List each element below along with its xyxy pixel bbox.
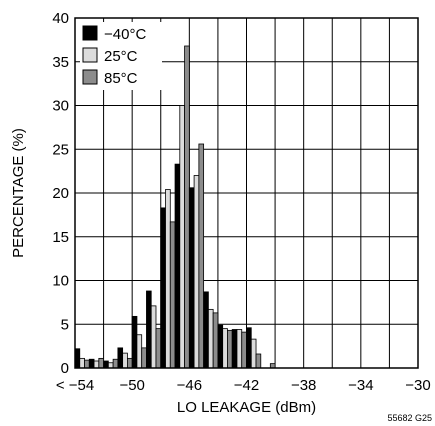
bar (179, 105, 185, 369)
bar (169, 221, 176, 369)
x-axis-title: LO LEAKAGE (dBm) (177, 399, 316, 416)
y-tick-label: 5 (61, 316, 69, 333)
bar (93, 360, 100, 369)
y-tick-label: 30 (52, 98, 69, 115)
legend-swatch (82, 47, 98, 63)
bar (112, 358, 119, 369)
x-tick-label: −30 (405, 377, 430, 394)
bar (184, 45, 190, 369)
bar (122, 352, 128, 369)
bar (236, 329, 243, 369)
y-tick-label: 20 (52, 185, 69, 202)
bar (246, 327, 252, 369)
y-tick-label: 15 (52, 229, 69, 246)
x-tick-labels: < −54 −50 −46 −42 −38 −34 −30 (56, 377, 431, 394)
bar (141, 347, 147, 369)
bar-marks (74, 45, 276, 369)
bar (88, 358, 95, 369)
bar (117, 347, 124, 369)
bar (231, 329, 238, 369)
legend-swatch (82, 25, 98, 41)
bar (203, 291, 209, 369)
bar (188, 187, 195, 369)
bar (84, 359, 90, 369)
bar (174, 163, 181, 369)
bar (227, 329, 233, 369)
plot-frame (74, 17, 419, 369)
bar (103, 360, 109, 369)
x-tick-label: < −54 (56, 377, 94, 394)
legend: −40°C 25°C 85°C (80, 22, 162, 90)
x-tick-label: −34 (348, 377, 373, 394)
bar (127, 357, 133, 369)
y-tick-label: 35 (52, 54, 69, 71)
legend-label: 85°C (104, 70, 138, 87)
bar (250, 338, 257, 369)
y-tick-label: 40 (52, 10, 69, 27)
x-tick-label: −38 (291, 377, 316, 394)
y-tick-label: 0 (61, 360, 69, 377)
bar (79, 357, 85, 369)
bar (193, 175, 200, 369)
x-tick-label: −42 (234, 377, 259, 394)
x-tick-label: −50 (119, 377, 144, 394)
figure-code: 55682 G25 (387, 413, 432, 423)
legend-label: −40°C (104, 26, 146, 43)
y-axis-title: PERCENTAGE (%) (10, 128, 27, 258)
bar (160, 207, 166, 369)
y-tick-label: 25 (52, 141, 69, 158)
legend-label: 25°C (104, 48, 138, 65)
bar (98, 357, 104, 369)
x-tick-label: −46 (177, 377, 202, 394)
legend-swatch (82, 69, 98, 85)
bar (241, 331, 247, 369)
bar (255, 353, 262, 369)
bar (131, 315, 138, 369)
bar (207, 308, 214, 369)
bar (155, 328, 162, 369)
bar (222, 328, 228, 369)
bar (146, 290, 152, 369)
y-tick-label: 10 (52, 273, 69, 290)
y-tick-labels: 0 5 10 15 20 25 30 35 40 (52, 10, 69, 377)
bar (217, 324, 224, 369)
bar (165, 189, 171, 369)
bar (136, 334, 143, 369)
bar (150, 305, 157, 369)
bar (107, 362, 114, 369)
bar (198, 143, 205, 369)
bar (212, 312, 219, 369)
